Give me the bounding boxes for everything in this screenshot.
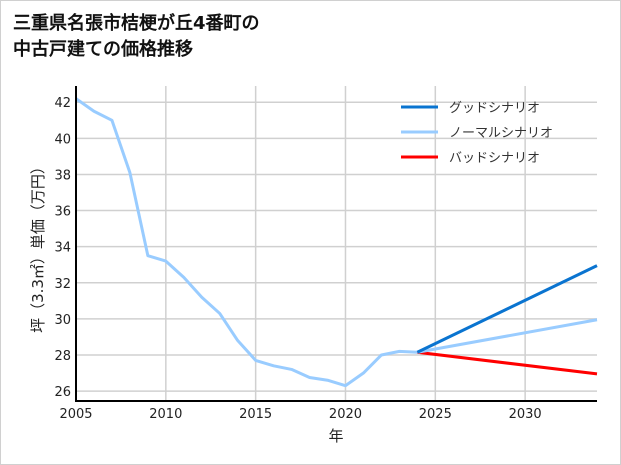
y-tick-label: 40 xyxy=(54,132,71,147)
y-tick-label: 36 xyxy=(54,205,71,220)
title-line-1: 三重県名張市桔梗が丘4番町の xyxy=(13,13,260,34)
x-tick-label: 2005 xyxy=(59,407,92,422)
legend-label: バッドシナリオ xyxy=(449,151,540,166)
y-axis-label: 坪（3.3㎡）単価（万円） xyxy=(29,159,47,333)
x-axis-label: 年 xyxy=(328,427,343,445)
x-tick-label: 2010 xyxy=(149,407,182,422)
y-tick-label: 42 xyxy=(54,96,71,111)
x-tick-label: 2015 xyxy=(239,407,272,422)
y-tick-label: 34 xyxy=(54,241,71,256)
chart-title: 三重県名張市桔梗が丘4番町の 中古戸建ての価格推移 xyxy=(13,11,260,63)
x-tick-label: 2030 xyxy=(509,407,542,422)
y-tick-label: 28 xyxy=(54,349,71,364)
scenario-line xyxy=(417,350,598,376)
y-tick-label: 38 xyxy=(54,168,71,183)
historical-line xyxy=(75,97,418,388)
y-tick-label: 32 xyxy=(54,277,71,292)
x-tick-label: 2020 xyxy=(329,407,362,422)
scenario-line xyxy=(416,264,598,354)
y-tick-label: 26 xyxy=(54,385,71,400)
y-tick-label: 30 xyxy=(54,313,71,328)
legend-label: グッドシナリオ xyxy=(449,101,540,116)
title-line-2: 中古戸建ての価格推移 xyxy=(13,39,193,60)
x-tick-label: 2025 xyxy=(419,407,452,422)
legend-label: ノーマルシナリオ xyxy=(449,126,553,141)
scenario-line xyxy=(417,318,598,354)
